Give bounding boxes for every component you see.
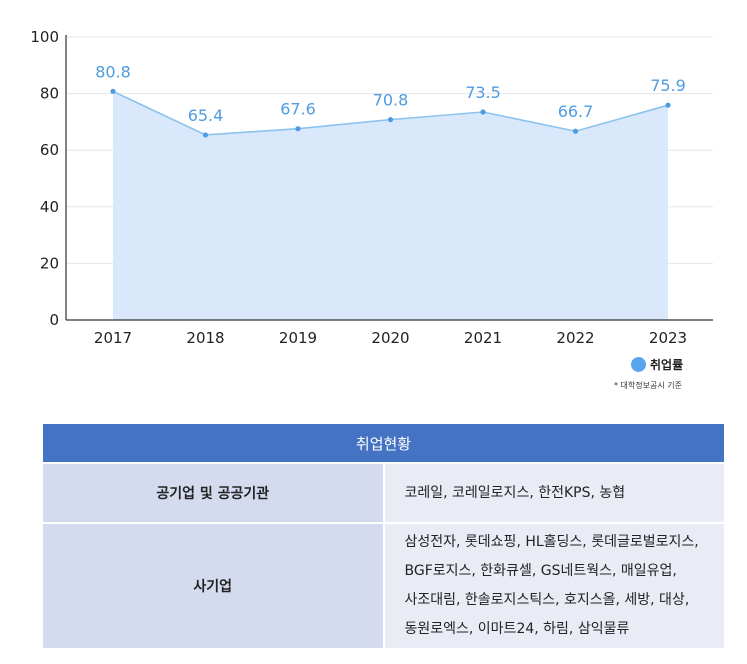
table-title: 취업현황 bbox=[43, 424, 724, 463]
chart-legend: 취업률 bbox=[631, 356, 683, 373]
data-point bbox=[572, 128, 579, 134]
data-label: 66.7 bbox=[558, 102, 594, 121]
data-point bbox=[387, 117, 394, 123]
data-point bbox=[665, 102, 671, 108]
data-labels: 80.8 65.4 67.6 70.8 73.5 66.7 75.9 bbox=[95, 62, 686, 125]
y-tick-label: 40 bbox=[40, 198, 59, 216]
x-tick-label: 2017 bbox=[94, 329, 132, 347]
table-row: 사기업 삼성전자, 롯데쇼핑, HL홀딩스, 롯데글로벌로지스, BGF로지스,… bbox=[43, 522, 724, 648]
x-tick-label: 2020 bbox=[371, 329, 409, 347]
x-tick-label: 2019 bbox=[279, 329, 317, 347]
x-tick-label: 2022 bbox=[556, 329, 594, 347]
y-tick-label: 60 bbox=[40, 141, 59, 159]
row-companies: 코레일, 코레일로지스, 한전KPS, 농협 bbox=[383, 462, 724, 523]
company-line: 동원로엑스, 이마트24, 하림, 삼익물류 bbox=[404, 621, 630, 637]
company-line: 코레일, 코레일로지스, 한전KPS, 농협 bbox=[404, 484, 626, 501]
row-category: 공기업 및 공공기관 bbox=[43, 462, 385, 523]
row-companies: 삼성전자, 롯데쇼핑, HL홀딩스, 롯데글로벌로지스, BGF로지스, 한화큐… bbox=[383, 522, 724, 648]
data-label: 70.8 bbox=[373, 91, 409, 110]
company-line: 사조대림, 한솔로지스틱스, 호지스올, 세방, 대상, bbox=[404, 592, 690, 608]
row-category: 사기업 bbox=[43, 522, 385, 648]
y-axis-ticks: 0 20 40 60 80 100 bbox=[30, 28, 59, 329]
data-point bbox=[295, 126, 301, 132]
series-area-fill bbox=[113, 91, 668, 320]
x-tick-label: 2023 bbox=[649, 329, 687, 347]
data-point bbox=[110, 88, 116, 94]
data-label: 73.5 bbox=[465, 83, 501, 102]
source-note: * 대학정보공시 기준 bbox=[614, 381, 682, 390]
y-tick-label: 0 bbox=[49, 311, 59, 329]
legend-label: 취업률 bbox=[650, 358, 684, 372]
company-line: BGF로지스, 한화큐셀, GS네트웍스, 매일유업, bbox=[404, 563, 677, 579]
table-row: 공기업 및 공공기관 코레일, 코레일로지스, 한전KPS, 농협 bbox=[43, 462, 724, 523]
data-points bbox=[110, 88, 671, 138]
y-tick-label: 20 bbox=[40, 254, 59, 272]
x-tick-label: 2021 bbox=[464, 329, 502, 347]
table-header-row: 취업현황 bbox=[43, 424, 724, 463]
data-label: 75.9 bbox=[650, 76, 686, 95]
employment-table: 취업현황 공기업 및 공공기관 코레일, 코레일로지스, 한전KPS, 농협 사… bbox=[43, 424, 724, 648]
chart-axes bbox=[65, 35, 713, 321]
employment-rate-chart: 0 20 40 60 80 100 2017 2018 2019 2020 2021 2022 202… bbox=[30, 28, 713, 347]
legend-marker bbox=[631, 357, 646, 372]
y-tick-label: 100 bbox=[30, 28, 59, 46]
data-label: 67.6 bbox=[280, 100, 316, 119]
y-tick-label: 80 bbox=[40, 85, 59, 103]
data-point bbox=[480, 109, 486, 115]
x-axis-ticks: 2017 2018 2019 2020 2021 2022 2023 bbox=[94, 329, 687, 347]
company-line: 삼성전자, 롯데쇼핑, HL홀딩스, 롯데글로벌로지스, bbox=[404, 534, 699, 550]
x-tick-label: 2018 bbox=[186, 329, 224, 347]
data-point bbox=[202, 132, 209, 138]
data-label: 80.8 bbox=[95, 62, 131, 81]
data-label: 65.4 bbox=[188, 106, 224, 125]
